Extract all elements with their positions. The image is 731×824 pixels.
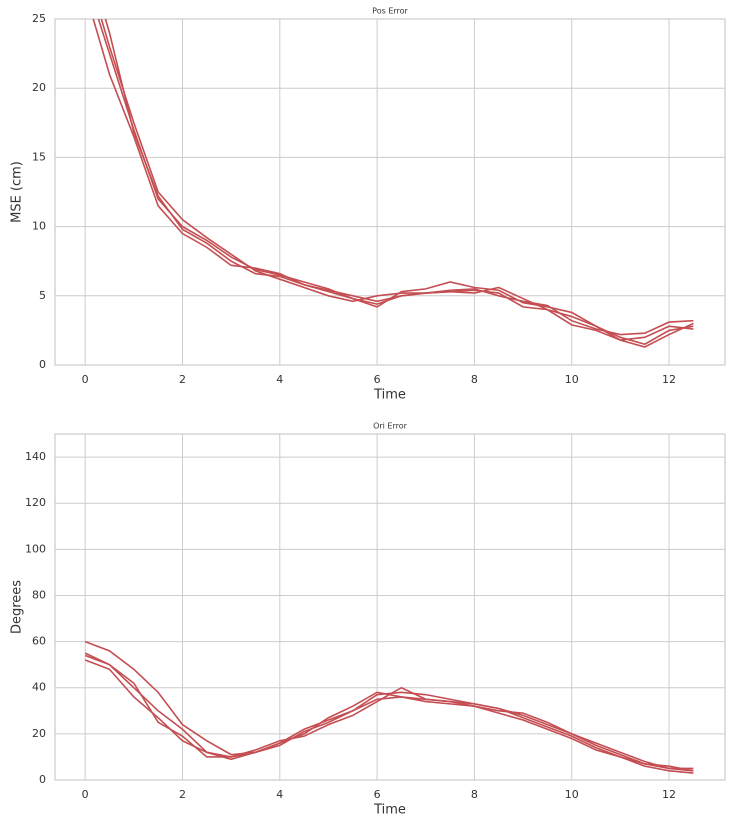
lines (92, 19, 694, 348)
y-axis-label: MSE (cm) (10, 161, 25, 223)
chart-title: Pos Error (372, 7, 408, 16)
y-tick-label: 60 (32, 635, 46, 648)
x-tick-label: 4 (276, 373, 283, 386)
x-tick-label: 0 (82, 373, 89, 386)
lines (84, 640, 694, 774)
line (84, 652, 694, 772)
axes-frame (54, 433, 726, 781)
y-tick-label: 80 (32, 588, 46, 601)
y-tick-label: 20 (32, 81, 46, 94)
line (104, 19, 694, 341)
y-tick-label: 20 (32, 727, 46, 740)
x-tick-label: 10 (565, 373, 579, 386)
x-tick-label: 12 (662, 373, 676, 386)
subplot: 0 20 40 60 80 100 120 140 0 2 4 6 8 10 12 Ori Error Time… (10, 422, 726, 818)
x-tick-label: 6 (374, 788, 381, 801)
y-axis-label: Degrees (10, 580, 25, 634)
y-tick-label: 5 (39, 289, 46, 302)
x-tick-label: 2 (179, 373, 186, 386)
y-tick-label: 25 (32, 12, 46, 25)
x-tick-label: 2 (179, 788, 186, 801)
y-tick-label: 15 (32, 150, 46, 163)
x-tick-label: 0 (82, 788, 89, 801)
line (100, 19, 694, 336)
x-tick-label: 12 (662, 788, 676, 801)
y-tick-label: 40 (32, 681, 46, 694)
y-tick-label: 140 (25, 450, 46, 463)
line (84, 640, 694, 772)
x-tick-label: 8 (471, 788, 478, 801)
x-axis-label: Time (373, 388, 406, 403)
axes-frame (54, 18, 726, 366)
line (97, 19, 694, 346)
x-axis-label: Time (373, 803, 406, 818)
x-tick-label: 8 (471, 373, 478, 386)
line (84, 654, 694, 774)
y-tick-label: 10 (32, 220, 46, 233)
subplot: 0 5 10 15 20 25 0 2 4 6 8 10 12 Pos Error Time MSE (cm) (10, 7, 726, 403)
x-tick-label: 10 (565, 788, 579, 801)
x-tick-label: 4 (276, 788, 283, 801)
chart-title: Ori Error (373, 422, 408, 431)
y-tick-label: 0 (39, 358, 46, 371)
y-tick-label: 100 (25, 542, 46, 555)
y-tick-label: 0 (39, 773, 46, 786)
x-tick-label: 6 (374, 373, 381, 386)
y-tick-label: 120 (25, 496, 46, 509)
line (92, 19, 694, 348)
